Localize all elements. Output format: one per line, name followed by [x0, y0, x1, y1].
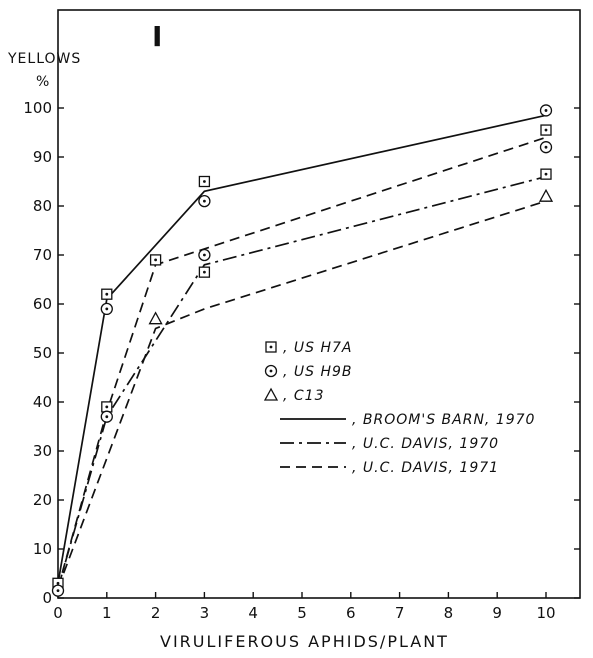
- data-point-square-dot: [198, 266, 211, 278]
- marker-dot: [203, 253, 206, 257]
- series-lines: [57, 114, 547, 589]
- marker-dot: [269, 345, 273, 349]
- data-point-circle-dot: [539, 104, 553, 117]
- marker-dot: [56, 581, 60, 585]
- marker-dot: [105, 405, 109, 409]
- x-tick-label: 4: [248, 604, 258, 622]
- marker-dot: [544, 128, 548, 132]
- marker-dot: [105, 307, 109, 311]
- marker-dot: [105, 292, 109, 296]
- data-point-circle-dot: [198, 248, 211, 262]
- x-tick-label: 2: [151, 604, 161, 622]
- y-tick-label: 90: [33, 148, 52, 166]
- x-tick-label: 0: [53, 604, 63, 622]
- marker-dot: [154, 258, 158, 262]
- marker-triangle: [263, 387, 279, 401]
- y-tick-label: 0: [42, 589, 52, 607]
- y-tick-label: 20: [33, 491, 52, 509]
- x-tick-label: 6: [346, 604, 356, 622]
- data-point-square-dot: [540, 124, 552, 136]
- y-tick-label: 60: [33, 295, 52, 313]
- y-tick-label: 70: [33, 246, 52, 264]
- data-point-circle-dot: [51, 584, 65, 597]
- data-points: [51, 104, 554, 597]
- marker-dot: [544, 172, 548, 176]
- marker-dot: [203, 180, 206, 183]
- series-line-dashed: [57, 136, 547, 589]
- legend-marker-label: , C13: [283, 388, 325, 404]
- y-tick-label: 100: [23, 99, 52, 117]
- x-tick-label: 1: [102, 604, 112, 622]
- data-point-triangle: [148, 311, 163, 325]
- x-tick-label: 7: [395, 604, 405, 622]
- y-tick-label: 10: [33, 540, 52, 558]
- legend-marker-square-dot: [265, 341, 277, 353]
- legend: , US H7A , US H9B , C13 , BROOM'S BARN, 197…: [263, 340, 535, 476]
- data-point-square-dot: [198, 175, 211, 188]
- legend-marker-circle-dot: [264, 364, 278, 378]
- x-tick-label: 9: [492, 604, 502, 622]
- x-tick-label: 8: [444, 604, 454, 622]
- x-tick-label: 10: [536, 604, 555, 622]
- data-point-square-dot: [540, 168, 552, 180]
- marker-dot: [269, 369, 273, 373]
- data-point-square-dot: [149, 254, 162, 266]
- legend-line-label: , BROOM'S BARN, 1970: [352, 412, 535, 428]
- data-point-square-dot: [101, 288, 113, 300]
- x-tick-label: 5: [297, 604, 307, 622]
- y-tick-label: 40: [33, 393, 52, 411]
- legend-line-label: , U.C. DAVIS, 1970: [352, 436, 499, 452]
- data-point-circle-dot: [198, 194, 211, 208]
- data-point-circle-dot: [539, 141, 553, 154]
- marker-dot: [544, 145, 548, 149]
- marker-dot: [203, 270, 206, 274]
- marker-dot: [105, 415, 109, 419]
- legend-marker-triangle: [263, 387, 279, 401]
- legend-marker-label: , US H7A: [283, 340, 353, 356]
- legend-line-label: , U.C. DAVIS, 1971: [352, 460, 499, 476]
- axis-ticks: 0 10 20 30 40 50 60 70 80 90 100 0 1 2 3 4 5 6 7 8 9 10: [23, 99, 580, 622]
- x-tick-label: 3: [200, 604, 210, 622]
- y-axis-unit: %: [36, 74, 50, 90]
- data-point-circle-dot: [100, 410, 113, 423]
- marker-triangle: [538, 188, 554, 202]
- marker-dot: [544, 109, 548, 112]
- y-axis-label: YELLOWS: [7, 51, 81, 67]
- series-line-solid: [57, 114, 547, 584]
- legend-marker-label: , US H9B: [283, 364, 353, 380]
- data-point-circle-dot: [100, 302, 113, 316]
- y-tick-label: 80: [33, 197, 52, 215]
- data-point-triangle: [538, 188, 554, 202]
- marker-dot: [203, 199, 206, 203]
- marker-triangle: [148, 311, 163, 325]
- data-point-square-dot: [101, 401, 113, 413]
- marker-dot: [56, 589, 60, 593]
- y-tick-label: 30: [33, 442, 52, 460]
- figure-label: I: [152, 20, 162, 53]
- x-axis-label: VIRULIFEROUS APHIDS/PLANT: [160, 632, 449, 651]
- y-tick-label: 50: [33, 344, 52, 362]
